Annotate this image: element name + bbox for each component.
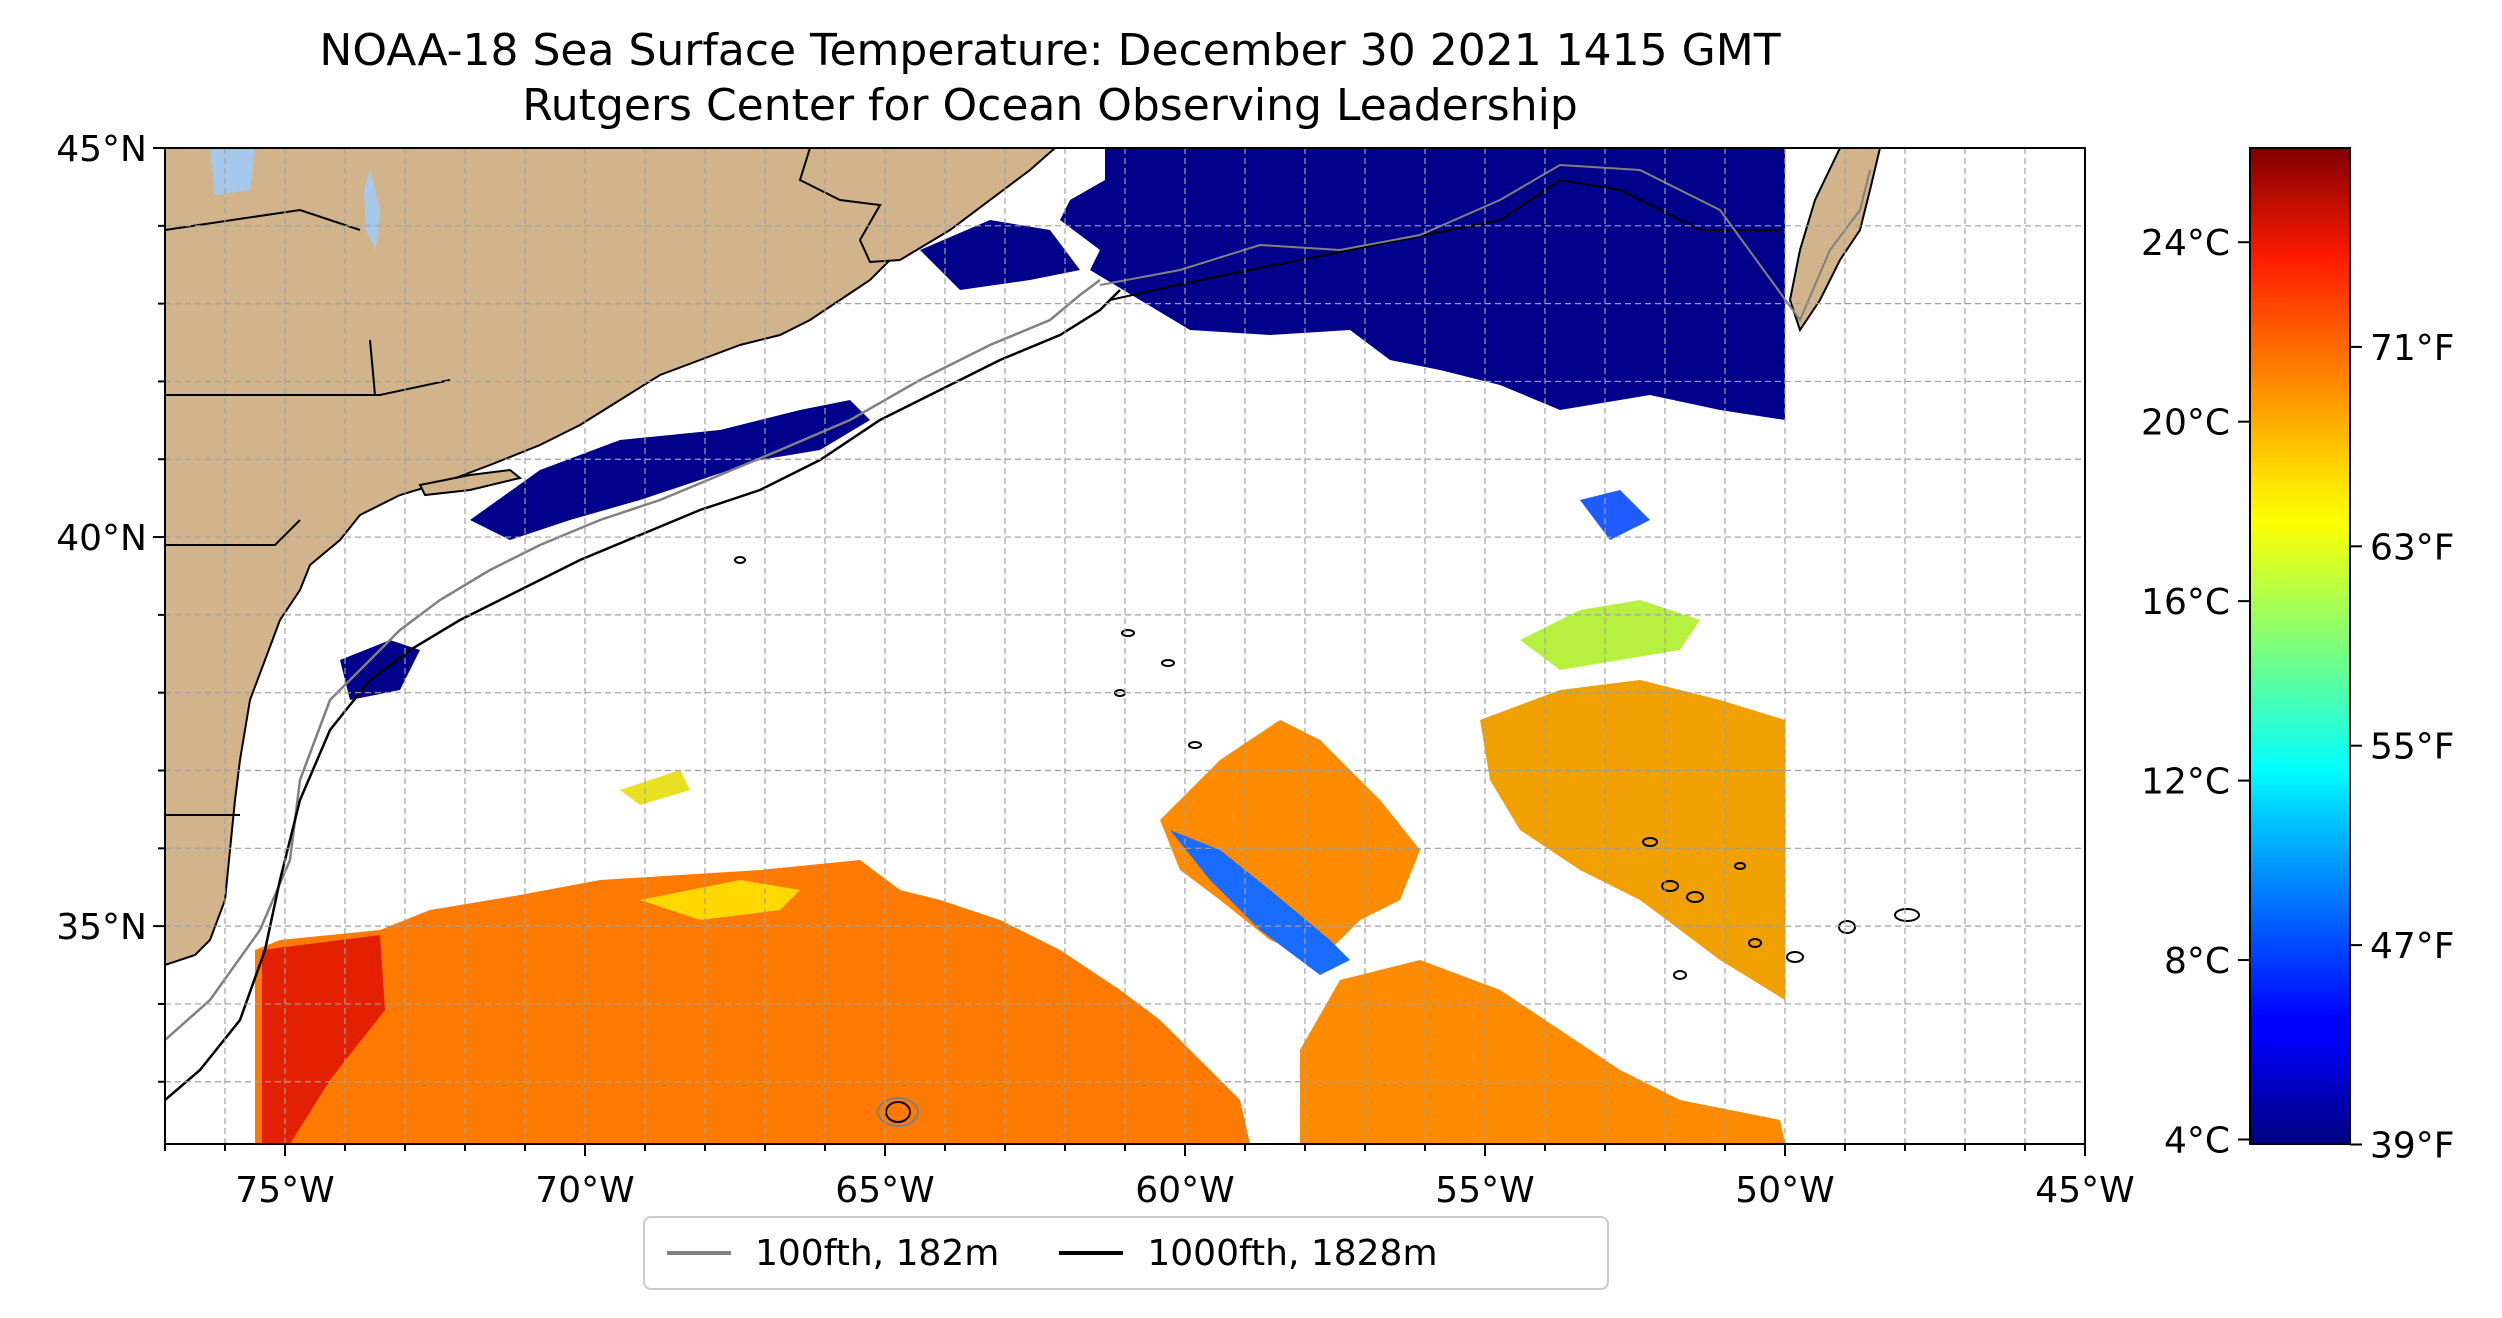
isobath-100fth (165, 279, 1101, 1041)
sst-patch-south-warm (255, 860, 1250, 1144)
celsius-tick-label: 24°C (2141, 223, 2230, 264)
sst-patch-red-southwest (262, 935, 385, 1144)
state-border-5 (369, 339, 376, 396)
celsius-tick-label: 8°C (2164, 941, 2230, 982)
sst-patch-yellow-band (640, 880, 800, 920)
isobath-legend: 100fth, 182m 1000fth, 1828m (643, 1216, 1609, 1290)
celsius-tick-label: 12°C (2141, 762, 2230, 803)
land-long-island (418, 468, 523, 497)
state-border-3 (165, 519, 301, 546)
lat-tick-label: 45°N (56, 129, 147, 170)
map-subtitle: Rutgers Center for Ocean Observing Leade… (522, 80, 1578, 131)
lake-champlain (364, 170, 380, 250)
colorbar-celsius-axis: 4°C 8°C 12°C 16°C 20°C 24°C (2141, 223, 2250, 1162)
legend-item-1000fth: 1000fth, 1828m (1059, 1232, 1438, 1274)
colorbar-fahrenheit-axis: 39°F 47°F 55°F 63°F 71°F (2350, 328, 2455, 1166)
sst-patch-southern-shelf (340, 640, 420, 700)
lake-reservoir (210, 150, 255, 195)
celsius-tick-label: 16°C (2141, 582, 2230, 623)
lat-tick-label: 35°N (56, 907, 147, 948)
map-title: NOAA-18 Sea Surface Temperature: Decembe… (319, 25, 1781, 76)
sst-patch-east-cold (1580, 490, 1650, 540)
lon-tick-label: 55°W (1435, 1170, 1534, 1210)
legend-item-100fth: 100fth, 182m (667, 1233, 999, 1274)
isobath-1000fth (165, 289, 1121, 1101)
sst-patch-gulf-of-maine (1060, 148, 1785, 420)
sst-patch-mid-shelf (470, 400, 870, 540)
legend-line-1000fth (1059, 1251, 1124, 1255)
sst-patch-small-yellow (620, 770, 690, 805)
sst-cold-patches (340, 148, 1785, 700)
sst-patch-east-green (1520, 600, 1700, 670)
lat-axis: 35°N 40°N 45°N (56, 129, 165, 1083)
legend-label-100fth: 100fth, 182m (755, 1232, 1000, 1274)
colorbar-gradient (2249, 147, 2351, 1145)
lat-tick-label: 40°N (56, 518, 147, 559)
fahrenheit-tick-label: 55°F (2370, 727, 2455, 768)
lon-tick-label: 45°W (2035, 1170, 2134, 1210)
legend-line-100fth (667, 1251, 731, 1255)
land-newfoundland (1788, 148, 1882, 333)
state-border-2 (165, 379, 451, 396)
isobath-100fth-east (1099, 163, 1871, 323)
lon-tick-label: 50°W (1735, 1170, 1834, 1210)
legend-label-1000fth: 1000fth, 1828m (1147, 1232, 1438, 1274)
sst-patch-center-warm (1160, 720, 1420, 960)
sst-patch-east-warm (1480, 680, 1785, 1000)
celsius-tick-label: 4°C (2164, 1121, 2230, 1162)
lon-tick-label: 60°W (1135, 1170, 1234, 1210)
map-gridlines (165, 148, 2085, 1144)
lon-tick-label: 65°W (835, 1170, 934, 1210)
land (165, 148, 1882, 967)
celsius-tick-label: 20°C (2141, 403, 2230, 444)
state-border-1 (165, 208, 361, 231)
seamount-contours (734, 556, 1920, 1127)
sst-patch-southeast-warm (1300, 960, 1785, 1144)
fahrenheit-tick-label: 63°F (2370, 527, 2455, 568)
isobath-1000fth-east (1109, 178, 1785, 301)
fahrenheit-tick-label: 39°F (2370, 1125, 2455, 1166)
sst-map-figure: 75°W 70°W 65°W 60°W 55°W 50°W 45°W 35°N 40°N 45°… (56, 129, 2455, 1210)
fahrenheit-tick-label: 47°F (2370, 926, 2455, 967)
lon-tick-label: 70°W (535, 1170, 634, 1210)
sst-patch-northeast-shelf (920, 220, 1080, 290)
lon-axis: 75°W 70°W 65°W 60°W 55°W 50°W 45°W (164, 1144, 2135, 1210)
lon-tick-label: 75°W (235, 1170, 334, 1210)
fahrenheit-tick-label: 71°F (2370, 328, 2455, 369)
